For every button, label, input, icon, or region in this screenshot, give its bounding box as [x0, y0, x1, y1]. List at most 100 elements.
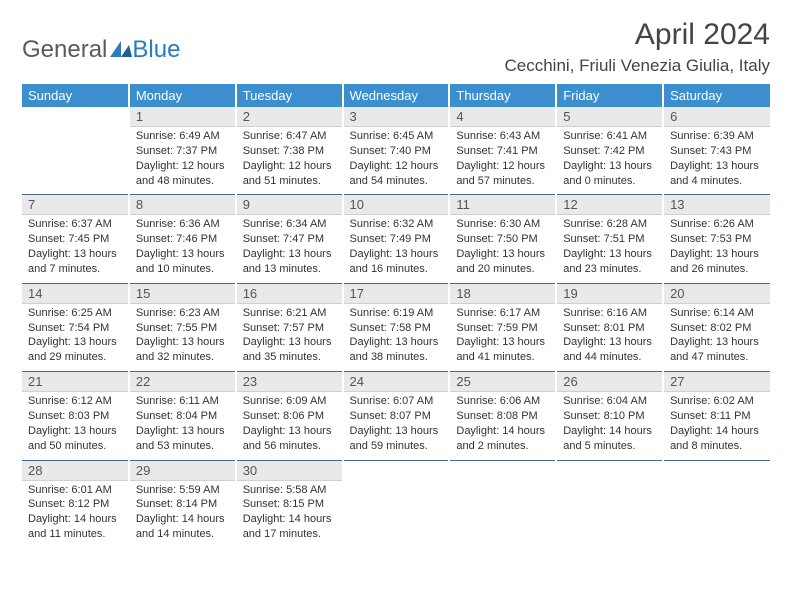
daylight-text: Daylight: 13 hours and 29 minutes. [28, 335, 122, 365]
day-number: 7 [22, 195, 128, 215]
calendar-cell: 7Sunrise: 6:37 AMSunset: 7:45 PMDaylight… [22, 195, 129, 283]
sunrise-text: Sunrise: 6:32 AM [350, 217, 443, 232]
daylight-text: Daylight: 12 hours and 57 minutes. [456, 159, 549, 189]
calendar-cell: 30Sunrise: 5:58 AMSunset: 8:15 PMDayligh… [236, 461, 343, 548]
day-details: Sunrise: 6:43 AMSunset: 7:41 PMDaylight:… [450, 127, 555, 194]
sunset-text: Sunset: 7:53 PM [670, 232, 764, 247]
calendar-cell: 20Sunrise: 6:14 AMSunset: 8:02 PMDayligh… [663, 284, 770, 372]
day-details: Sunrise: 6:37 AMSunset: 7:45 PMDaylight:… [22, 215, 128, 282]
day-details: Sunrise: 6:26 AMSunset: 7:53 PMDaylight:… [664, 215, 770, 282]
day-number: 4 [450, 107, 555, 127]
calendar-cell: 2Sunrise: 6:47 AMSunset: 7:38 PMDaylight… [236, 107, 343, 195]
sunset-text: Sunset: 8:03 PM [28, 409, 122, 424]
daylight-text: Daylight: 13 hours and 10 minutes. [136, 247, 229, 277]
sunset-text: Sunset: 8:01 PM [563, 321, 656, 336]
day-number: 9 [237, 195, 342, 215]
title-block: April 2024 Cecchini, Friuli Venezia Giul… [504, 18, 770, 76]
day-number: 28 [22, 461, 128, 481]
daylight-text: Daylight: 13 hours and 13 minutes. [243, 247, 336, 277]
day-number: 19 [557, 284, 662, 304]
sunrise-text: Sunrise: 6:01 AM [28, 483, 122, 498]
sunset-text: Sunset: 8:15 PM [243, 497, 336, 512]
sunrise-text: Sunrise: 6:09 AM [243, 394, 336, 409]
weekday-header: Wednesday [343, 84, 450, 107]
sunrise-text: Sunrise: 5:59 AM [136, 483, 229, 498]
daylight-text: Daylight: 13 hours and 53 minutes. [136, 424, 229, 454]
sunset-text: Sunset: 7:43 PM [670, 144, 764, 159]
day-number: 15 [130, 284, 235, 304]
day-details: Sunrise: 6:19 AMSunset: 7:58 PMDaylight:… [344, 304, 449, 371]
calendar-cell: 8Sunrise: 6:36 AMSunset: 7:46 PMDaylight… [129, 195, 236, 283]
day-details: Sunrise: 6:02 AMSunset: 8:11 PMDaylight:… [664, 392, 770, 459]
sunset-text: Sunset: 7:54 PM [28, 321, 122, 336]
sunrise-text: Sunrise: 6:21 AM [243, 306, 336, 321]
sunrise-text: Sunrise: 6:16 AM [563, 306, 656, 321]
sunset-text: Sunset: 7:45 PM [28, 232, 122, 247]
sunrise-text: Sunrise: 6:25 AM [28, 306, 122, 321]
sunset-text: Sunset: 7:40 PM [350, 144, 443, 159]
calendar-week-row: 14Sunrise: 6:25 AMSunset: 7:54 PMDayligh… [22, 284, 770, 372]
day-details: Sunrise: 6:17 AMSunset: 7:59 PMDaylight:… [450, 304, 555, 371]
daylight-text: Daylight: 13 hours and 56 minutes. [243, 424, 336, 454]
sunrise-text: Sunrise: 6:28 AM [563, 217, 656, 232]
sunset-text: Sunset: 7:58 PM [350, 321, 443, 336]
weekday-header: Thursday [449, 84, 556, 107]
day-details: Sunrise: 6:45 AMSunset: 7:40 PMDaylight:… [344, 127, 449, 194]
weekday-header: Saturday [663, 84, 770, 107]
calendar-cell: 3Sunrise: 6:45 AMSunset: 7:40 PMDaylight… [343, 107, 450, 195]
day-details: Sunrise: 6:23 AMSunset: 7:55 PMDaylight:… [130, 304, 235, 371]
sunrise-text: Sunrise: 6:23 AM [136, 306, 229, 321]
daylight-text: Daylight: 14 hours and 5 minutes. [563, 424, 656, 454]
day-number: 16 [237, 284, 342, 304]
day-number: 13 [664, 195, 770, 215]
calendar-cell [663, 461, 770, 548]
sunset-text: Sunset: 7:42 PM [563, 144, 656, 159]
sunrise-text: Sunrise: 6:47 AM [243, 129, 336, 144]
daylight-text: Daylight: 13 hours and 26 minutes. [670, 247, 764, 277]
daylight-text: Daylight: 13 hours and 4 minutes. [670, 159, 764, 189]
weekday-header: Monday [129, 84, 236, 107]
sunset-text: Sunset: 8:04 PM [136, 409, 229, 424]
day-number: 29 [130, 461, 235, 481]
calendar-cell: 12Sunrise: 6:28 AMSunset: 7:51 PMDayligh… [556, 195, 663, 283]
sunset-text: Sunset: 7:49 PM [350, 232, 443, 247]
sunrise-text: Sunrise: 6:49 AM [136, 129, 229, 144]
sunrise-text: Sunrise: 6:26 AM [670, 217, 764, 232]
day-details: Sunrise: 6:14 AMSunset: 8:02 PMDaylight:… [664, 304, 770, 371]
day-details: Sunrise: 6:39 AMSunset: 7:43 PMDaylight:… [664, 127, 770, 194]
calendar-cell: 13Sunrise: 6:26 AMSunset: 7:53 PMDayligh… [663, 195, 770, 283]
location-label: Cecchini, Friuli Venezia Giulia, Italy [504, 56, 770, 76]
calendar-cell: 22Sunrise: 6:11 AMSunset: 8:04 PMDayligh… [129, 372, 236, 460]
daylight-text: Daylight: 13 hours and 35 minutes. [243, 335, 336, 365]
day-number: 23 [237, 372, 342, 392]
sunrise-text: Sunrise: 6:04 AM [563, 394, 656, 409]
calendar-cell: 25Sunrise: 6:06 AMSunset: 8:08 PMDayligh… [449, 372, 556, 460]
day-number: 5 [557, 107, 662, 127]
calendar-cell: 10Sunrise: 6:32 AMSunset: 7:49 PMDayligh… [343, 195, 450, 283]
calendar-cell: 23Sunrise: 6:09 AMSunset: 8:06 PMDayligh… [236, 372, 343, 460]
weekday-header: Sunday [22, 84, 129, 107]
day-details: Sunrise: 6:06 AMSunset: 8:08 PMDaylight:… [450, 392, 555, 459]
sunset-text: Sunset: 7:59 PM [456, 321, 549, 336]
sunset-text: Sunset: 7:47 PM [243, 232, 336, 247]
sunset-text: Sunset: 7:46 PM [136, 232, 229, 247]
day-number: 3 [344, 107, 449, 127]
daylight-text: Daylight: 13 hours and 50 minutes. [28, 424, 122, 454]
calendar-cell [556, 461, 663, 548]
day-details: Sunrise: 6:21 AMSunset: 7:57 PMDaylight:… [237, 304, 342, 371]
weekday-header: Tuesday [236, 84, 343, 107]
day-number: 1 [130, 107, 235, 127]
sunset-text: Sunset: 7:55 PM [136, 321, 229, 336]
daylight-text: Daylight: 13 hours and 16 minutes. [350, 247, 443, 277]
calendar-cell: 19Sunrise: 6:16 AMSunset: 8:01 PMDayligh… [556, 284, 663, 372]
sunset-text: Sunset: 7:41 PM [456, 144, 549, 159]
logo-text-general: General [22, 36, 107, 64]
calendar-cell: 15Sunrise: 6:23 AMSunset: 7:55 PMDayligh… [129, 284, 236, 372]
logo-mark-icon [110, 36, 132, 54]
weekday-header: Friday [556, 84, 663, 107]
day-number: 20 [664, 284, 770, 304]
calendar-week-row: 21Sunrise: 6:12 AMSunset: 8:03 PMDayligh… [22, 372, 770, 460]
day-number: 14 [22, 284, 128, 304]
sunrise-text: Sunrise: 6:12 AM [28, 394, 122, 409]
header: General Blue April 2024 Cecchini, Friuli… [22, 18, 770, 76]
